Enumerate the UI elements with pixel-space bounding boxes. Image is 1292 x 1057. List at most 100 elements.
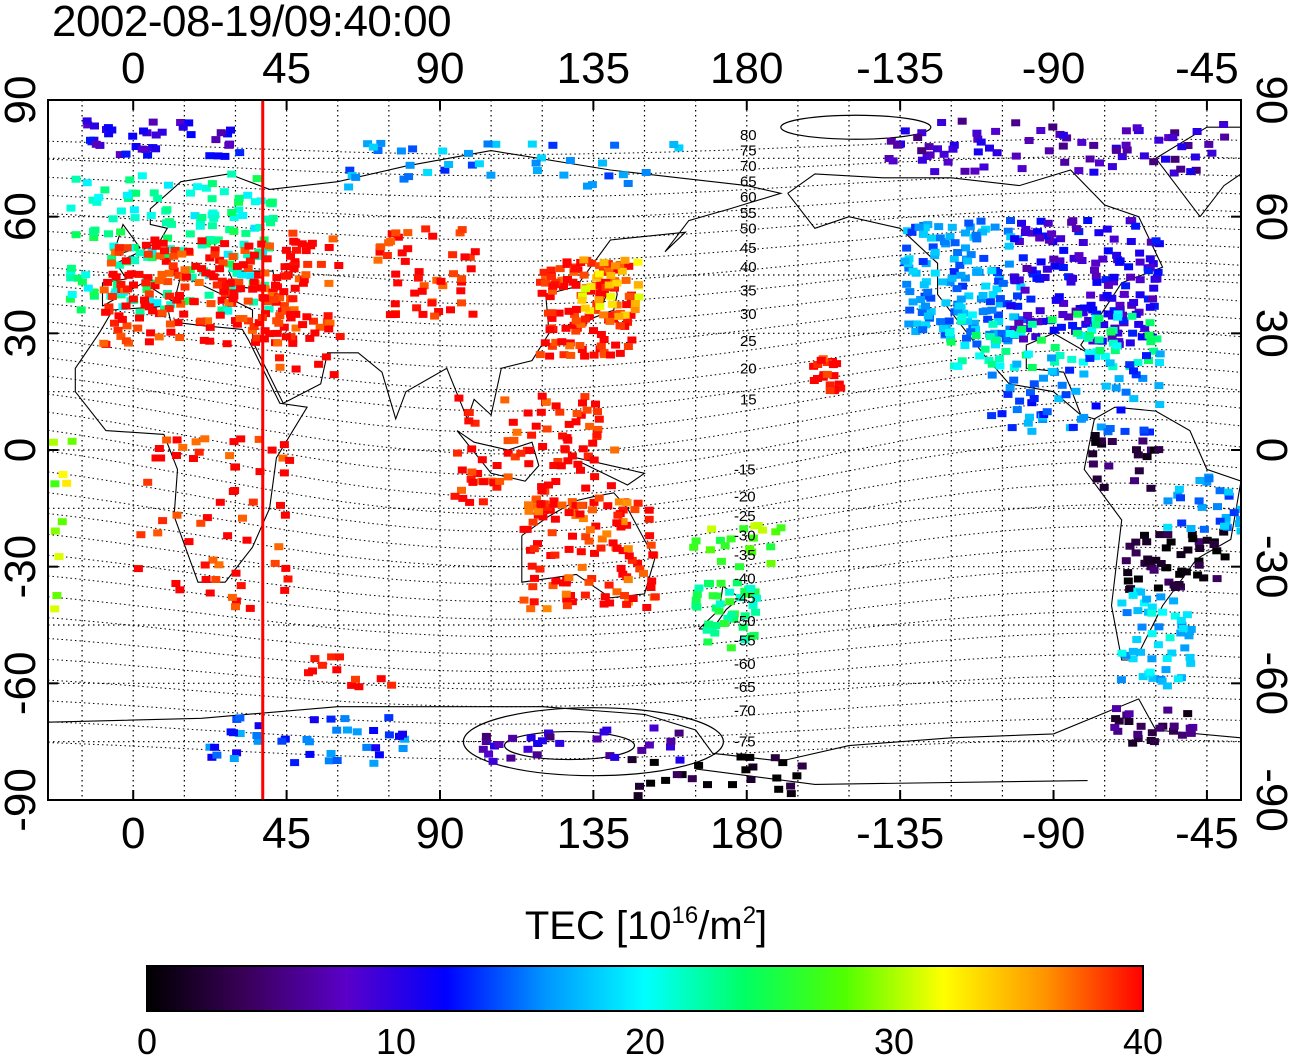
tec-point-mexico-carib (1096, 423, 1106, 431)
tec-point-arctic-america (1170, 129, 1180, 137)
tec-point-antarctica-e (544, 729, 553, 737)
tec-point-southern-ocean (376, 675, 386, 683)
tec-point-n-america-west (926, 234, 936, 242)
tec-point-n-america-east (1126, 273, 1136, 281)
tec-point-central-asia (457, 226, 467, 234)
colorbar-label-exp2: 2 (742, 902, 757, 929)
tec-point-south-america-s (1136, 588, 1146, 596)
tec-point-southern-ocean (308, 667, 317, 675)
tec-point-n-america-south (1091, 353, 1100, 361)
tec-point-antarctica-sa (1169, 727, 1178, 735)
tec-point-europe-south (168, 262, 178, 270)
tec-point-n-america-east (1032, 274, 1042, 282)
tec-point-arctic-america (1183, 142, 1193, 149)
tec-point-arctic-europe (115, 151, 125, 159)
tec-point-n-america-west (935, 234, 945, 242)
tec-point-n-america-east (1107, 294, 1117, 302)
tec-point-south-america-e (1195, 477, 1205, 484)
magnetic-contour (48, 525, 1241, 585)
tec-point-europe-south (199, 336, 209, 344)
tec-point-arctic-america (893, 141, 903, 149)
tec-point-antarctica-w (207, 753, 217, 761)
tec-point-arctic-america (1024, 137, 1034, 144)
tec-point-south-america-s (1117, 599, 1127, 607)
tec-point-europe-west (209, 214, 219, 222)
tec-point-europe-west (167, 220, 176, 228)
tec-point-europe-west (204, 291, 214, 299)
tec-point-europe-south (114, 244, 124, 252)
tec-point-south-america-e (1186, 525, 1196, 532)
tec-point-south-america-c (1166, 538, 1176, 546)
tec-point-se-asia (477, 456, 487, 464)
tec-point-europe-south (220, 240, 230, 248)
magnetic-contour (48, 568, 1241, 620)
tec-point-europe-west (217, 306, 227, 314)
tec-point-antarctica-w (384, 731, 394, 739)
tec-point-europe-west (100, 186, 110, 194)
tec-point-africa (283, 575, 293, 583)
tec-point-central-asia (393, 233, 403, 241)
tec-point-arctic-america (1089, 141, 1099, 149)
tec-point-se-asia (468, 478, 478, 486)
tec-point-europe-south (150, 236, 160, 244)
tec-point-arctic-asia (641, 169, 651, 176)
tec-point-arctic-america (933, 145, 942, 153)
tec-point-europe-south (99, 286, 109, 294)
tec-point-east-asia (615, 261, 625, 268)
tec-point-africa (172, 511, 182, 519)
tec-point-south-america-s (1185, 653, 1195, 661)
tec-point-australia (538, 513, 548, 521)
tec-point-se-asia (591, 400, 600, 408)
tick-label-right: 60 (1247, 192, 1292, 241)
tec-point-atlantic-w (50, 480, 60, 488)
tec-point-antarctica-ross (633, 792, 643, 800)
tec-point-antarctica-sa (1124, 718, 1134, 725)
tec-point-n-america-south (991, 341, 1000, 349)
tec-point-n-america-south (946, 338, 956, 346)
tec-point-n-america-east (1119, 290, 1129, 298)
tec-point-japan (577, 296, 587, 304)
tec-point-n-america-east (1109, 278, 1118, 286)
tec-point-europe-west (123, 191, 132, 199)
tec-point-south-america-e (1236, 527, 1241, 535)
tec-point-south-america-s (1158, 608, 1168, 616)
tec-point-n-america-south (1027, 320, 1037, 328)
tec-point-arctic-asia (604, 172, 614, 180)
tec-point-east-asia (626, 311, 636, 319)
tec-point-south-america-e (1176, 494, 1185, 502)
tec-point-antarctica-w (343, 726, 352, 734)
tick-label-top: 45 (262, 44, 311, 93)
magnetic-contour (48, 400, 1241, 476)
tec-point-east-asia (604, 312, 614, 319)
tec-point-europe-south (210, 251, 220, 259)
tec-point-africa (229, 438, 239, 446)
tec-point-n-america-west (971, 325, 980, 333)
tec-point-se-asia (588, 439, 598, 447)
tec-point-europe-west (187, 273, 197, 281)
tec-point-mexico-carib (1005, 384, 1015, 392)
tec-point-arctic-asia (376, 139, 386, 147)
tec-point-n-america-west (919, 281, 929, 289)
tec-point-n-america-west (993, 311, 1003, 319)
tec-point-n-america-south (975, 352, 985, 360)
tec-point-europe-west (66, 274, 76, 282)
tec-point-central-asia (427, 299, 437, 307)
tec-point-se-asia (503, 473, 513, 481)
tec-point-new-zealand (712, 592, 722, 600)
tec-point-n-america-west (1013, 292, 1022, 300)
tec-point-south-america-c (1187, 530, 1197, 538)
tick-label-top: 180 (710, 44, 783, 93)
tec-point-europe-south (123, 285, 132, 293)
colorbar-label-mid: /m (698, 904, 743, 948)
tec-point-africa (178, 443, 188, 451)
tec-point-africa (158, 517, 168, 525)
tec-point-europe-south (169, 267, 179, 275)
tec-point-japan (577, 292, 587, 300)
tec-point-europe-south (286, 252, 295, 260)
tec-point-australia (646, 541, 656, 549)
tec-point-arctic-asia (444, 161, 454, 168)
tec-point-east-asia (624, 262, 634, 270)
tec-point-se-asia (470, 419, 480, 427)
tec-point-europe-south (279, 302, 289, 310)
tec-point-arctic-america (913, 134, 923, 141)
